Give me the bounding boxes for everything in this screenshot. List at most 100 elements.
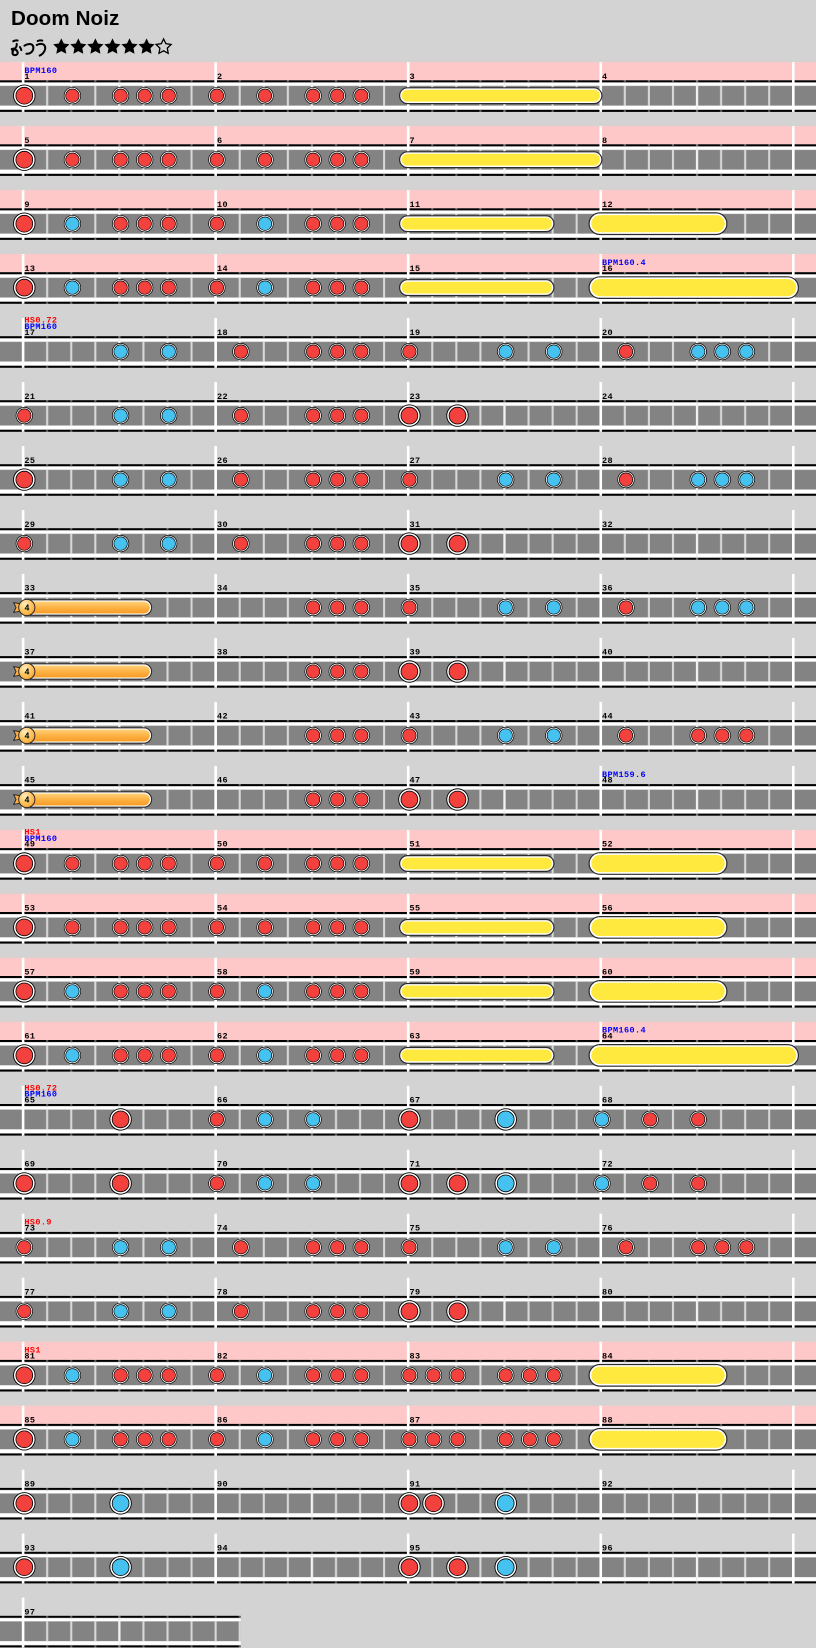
svg-text:HS0.9: HS0.9 [24,1218,52,1228]
svg-text:92: 92 [602,1480,613,1490]
svg-text:17: 17 [24,328,35,338]
svg-text:42: 42 [217,712,228,722]
svg-text:86: 86 [217,1416,228,1426]
svg-text:74: 74 [217,1224,228,1234]
svg-text:7: 7 [410,136,416,146]
svg-text:BPM160: BPM160 [24,322,57,332]
svg-text:8: 8 [602,136,608,146]
svg-text:71: 71 [410,1160,421,1170]
svg-text:41: 41 [24,712,35,722]
svg-text:58: 58 [217,968,228,978]
svg-text:36: 36 [602,584,613,594]
svg-text:56: 56 [602,904,613,914]
svg-text:33: 33 [24,584,35,594]
svg-text:65: 65 [24,1096,35,1106]
svg-text:79: 79 [410,1288,421,1298]
svg-text:18: 18 [217,328,228,338]
svg-text:13: 13 [24,264,35,274]
svg-text:15: 15 [410,264,421,274]
svg-text:31: 31 [410,520,421,530]
svg-text:44: 44 [602,712,613,722]
svg-text:67: 67 [410,1096,421,1106]
svg-text:23: 23 [410,392,421,402]
svg-text:BPM160.4: BPM160.4 [602,1026,646,1036]
svg-text:BPM160.4: BPM160.4 [602,258,646,268]
svg-text:5: 5 [24,136,30,146]
svg-text:80: 80 [602,1288,613,1298]
svg-text:88: 88 [602,1416,613,1426]
svg-text:38: 38 [217,648,228,658]
svg-text:16: 16 [602,264,613,274]
svg-text:50: 50 [217,840,228,850]
svg-text:26: 26 [217,456,228,466]
svg-text:4: 4 [25,603,30,613]
svg-text:39: 39 [410,648,421,658]
svg-text:53: 53 [24,904,35,914]
svg-text:93: 93 [24,1543,35,1553]
svg-text:96: 96 [602,1543,613,1553]
svg-text:77: 77 [24,1288,35,1298]
svg-text:51: 51 [410,840,421,850]
svg-text:84: 84 [602,1352,613,1362]
svg-text:4: 4 [25,795,30,805]
svg-text:78: 78 [217,1288,228,1298]
svg-text:35: 35 [410,584,421,594]
svg-text:57: 57 [24,968,35,978]
svg-text:40: 40 [602,648,613,658]
svg-text:55: 55 [410,904,421,914]
svg-text:34: 34 [217,584,228,594]
svg-text:69: 69 [24,1160,35,1170]
svg-text:32: 32 [602,520,613,530]
svg-text:HS0.72: HS0.72 [24,1084,57,1094]
svg-text:63: 63 [410,1032,421,1042]
svg-text:1: 1 [24,72,30,82]
svg-text:10: 10 [217,200,228,210]
svg-text:45: 45 [24,776,35,786]
svg-text:90: 90 [217,1480,228,1490]
svg-text:37: 37 [24,648,35,658]
svg-text:52: 52 [602,840,613,850]
svg-text:4: 4 [25,667,30,677]
svg-text:60: 60 [602,968,613,978]
svg-text:85: 85 [24,1416,35,1426]
svg-text:97: 97 [24,1607,35,1617]
svg-text:HS1: HS1 [24,828,41,838]
svg-text:68: 68 [602,1096,613,1106]
svg-text:89: 89 [24,1480,35,1490]
svg-text:3: 3 [410,72,416,82]
svg-text:14: 14 [217,264,228,274]
svg-text:HS1: HS1 [24,1346,41,1356]
svg-text:21: 21 [24,392,35,402]
svg-text:27: 27 [410,456,421,466]
svg-text:87: 87 [410,1416,421,1426]
svg-text:70: 70 [217,1160,228,1170]
svg-text:12: 12 [602,200,613,210]
svg-text:BPM160: BPM160 [24,834,57,844]
svg-text:24: 24 [602,392,613,402]
svg-text:83: 83 [410,1352,421,1362]
svg-text:46: 46 [217,776,228,786]
svg-text:76: 76 [602,1224,613,1234]
svg-text:19: 19 [410,328,421,338]
svg-text:73: 73 [24,1224,35,1234]
svg-text:59: 59 [410,968,421,978]
svg-text:64: 64 [602,1032,613,1042]
svg-text:20: 20 [602,328,613,338]
svg-text:82: 82 [217,1352,228,1362]
svg-text:11: 11 [410,200,421,210]
svg-text:91: 91 [410,1480,421,1490]
svg-text:75: 75 [410,1224,421,1234]
svg-text:BPM159.6: BPM159.6 [602,770,646,780]
svg-text:BPM160: BPM160 [24,66,57,76]
svg-text:95: 95 [410,1543,421,1553]
svg-text:49: 49 [24,840,35,850]
svg-text:28: 28 [602,456,613,466]
svg-text:4: 4 [25,731,30,741]
svg-text:25: 25 [24,456,35,466]
svg-text:HS0.72: HS0.72 [24,316,57,326]
svg-text:61: 61 [24,1032,35,1042]
svg-text:48: 48 [602,776,613,786]
svg-text:81: 81 [24,1352,35,1362]
svg-text:6: 6 [217,136,223,146]
svg-text:29: 29 [24,520,35,530]
